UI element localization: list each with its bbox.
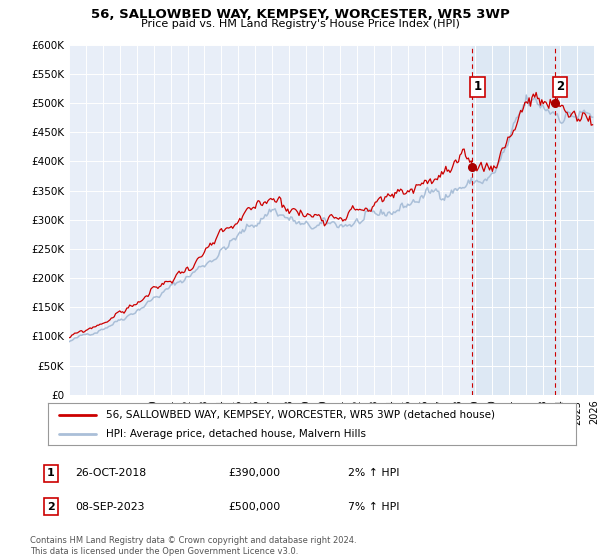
Text: Price paid vs. HM Land Registry's House Price Index (HPI): Price paid vs. HM Land Registry's House … (140, 19, 460, 29)
Text: £500,000: £500,000 (228, 502, 280, 512)
Text: 2: 2 (556, 80, 564, 94)
Text: Contains HM Land Registry data © Crown copyright and database right 2024.
This d: Contains HM Land Registry data © Crown c… (30, 536, 356, 556)
Text: 56, SALLOWBED WAY, KEMPSEY, WORCESTER, WR5 3WP: 56, SALLOWBED WAY, KEMPSEY, WORCESTER, W… (91, 8, 509, 21)
Text: 2: 2 (47, 502, 55, 512)
Text: 26-OCT-2018: 26-OCT-2018 (75, 468, 146, 478)
Text: 2% ↑ HPI: 2% ↑ HPI (348, 468, 400, 478)
Text: 56, SALLOWBED WAY, KEMPSEY, WORCESTER, WR5 3WP (detached house): 56, SALLOWBED WAY, KEMPSEY, WORCESTER, W… (106, 409, 495, 419)
Text: 7% ↑ HPI: 7% ↑ HPI (348, 502, 400, 512)
Text: 1: 1 (47, 468, 55, 478)
Text: 1: 1 (473, 80, 482, 94)
Text: 08-SEP-2023: 08-SEP-2023 (75, 502, 145, 512)
Text: HPI: Average price, detached house, Malvern Hills: HPI: Average price, detached house, Malv… (106, 429, 366, 439)
Text: £390,000: £390,000 (228, 468, 280, 478)
Bar (472, 45, 594, 395)
